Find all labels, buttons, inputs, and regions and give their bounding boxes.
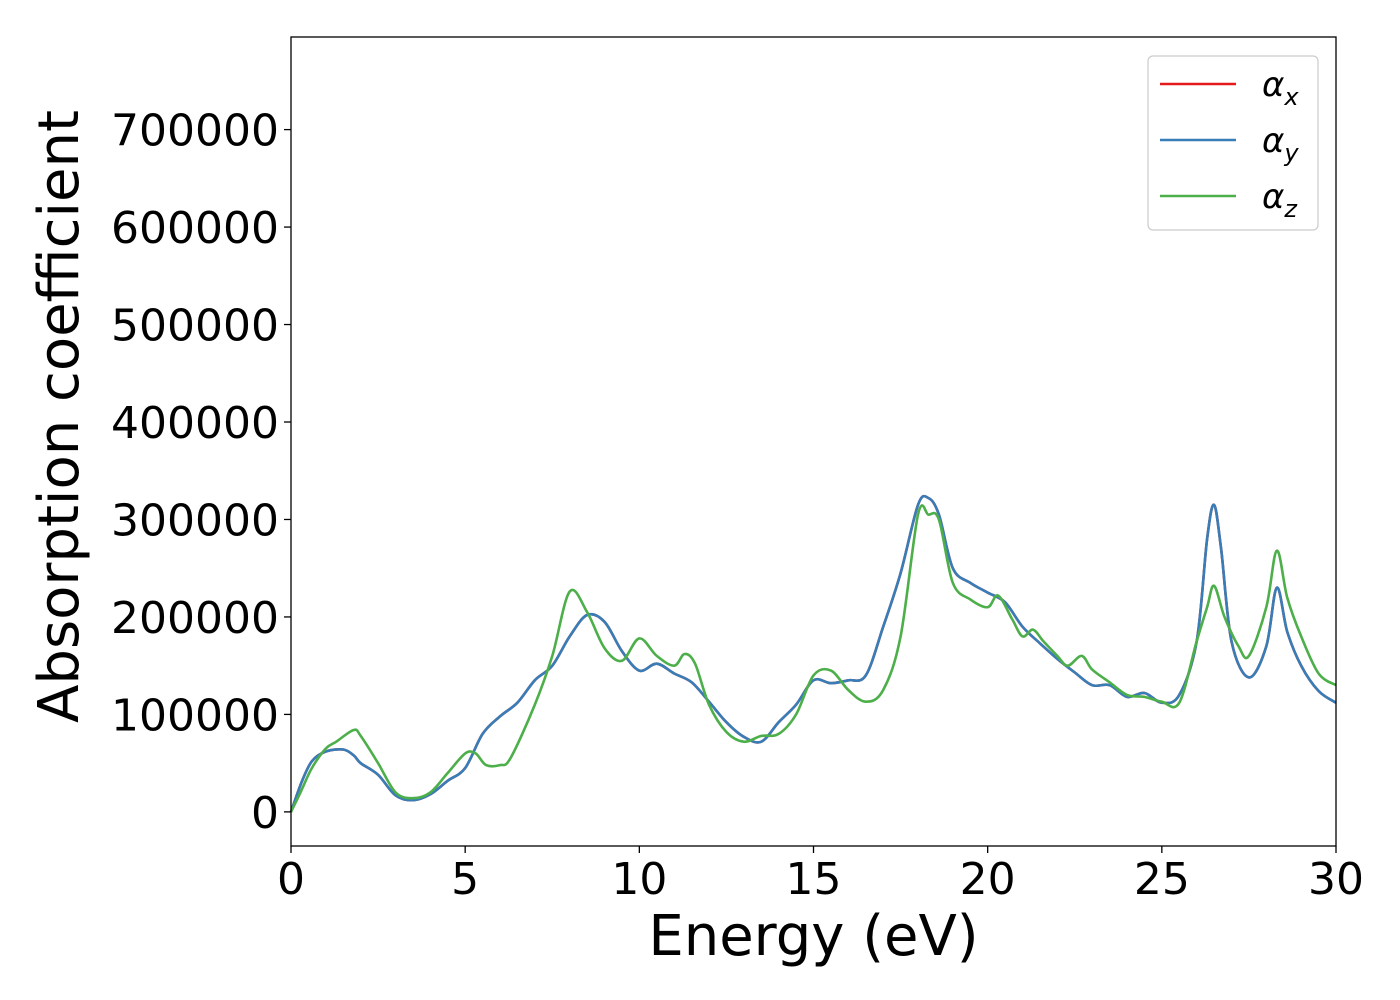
x-axis-title: Energy (eV) [648,904,978,969]
x-tick-label: 20 [960,854,1016,905]
series-line-y [289,494,1337,813]
legend-label-y: αy [1262,121,1299,167]
x-axis-ticks: 0 5 10 15 20 25 30 [277,846,1364,905]
legend-box [1147,55,1319,231]
x-tick-label: 10 [611,854,667,905]
x-tick-label: 5 [451,854,479,905]
legend: αx αy αz [1147,55,1319,231]
y-tick-label: 200000 [111,593,279,644]
y-tick-label: 0 [251,788,279,839]
y-tick-label: 400000 [111,398,279,449]
y-axis-title: Absorption coefficient [27,110,92,723]
y-tick-label: 100000 [111,690,279,741]
x-tick-label: 30 [1308,854,1364,905]
x-tick-label: 0 [277,854,305,905]
series-line-z [289,504,1337,813]
y-tick-label: 700000 [111,106,279,157]
y-tick-label: 600000 [111,203,279,254]
legend-label-x: αx [1262,65,1299,111]
x-tick-label: 15 [786,854,842,905]
legend-label-z: αz [1262,177,1298,223]
y-tick-label: 500000 [111,301,279,352]
series-line-x [289,494,1337,813]
y-tick-label: 300000 [111,495,279,546]
y-axis-ticks: 0 100000 200000 300000 400000 500000 600000 700… [111,106,291,839]
series-layer [289,494,1337,813]
x-tick-label: 25 [1134,854,1190,905]
